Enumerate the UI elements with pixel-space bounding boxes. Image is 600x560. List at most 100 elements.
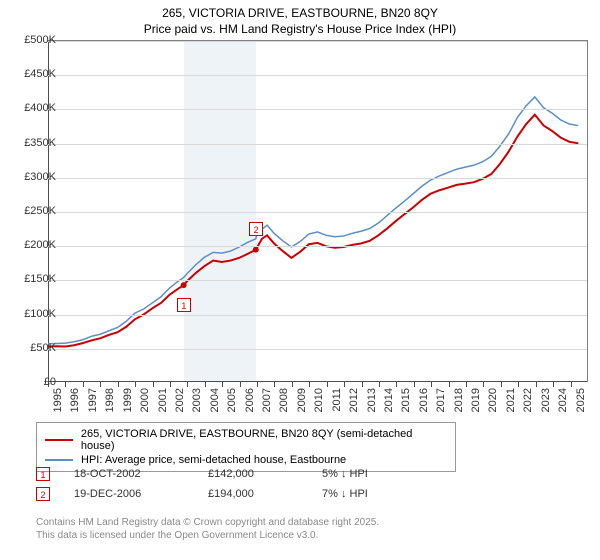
x-tick [396, 382, 397, 387]
x-tick-label: 2000 [139, 388, 151, 412]
legend-swatch [45, 459, 73, 461]
x-tick-label: 2007 [261, 388, 273, 412]
x-tick-label: 2008 [278, 388, 290, 412]
x-tick-label: 2020 [487, 388, 499, 412]
sale-diff: 5% ↓ HPI [322, 468, 402, 480]
x-tick [135, 382, 136, 387]
series-line [48, 97, 578, 344]
y-tick-label: £500K [24, 34, 56, 46]
sale-point [181, 282, 187, 288]
title-line1: 265, VICTORIA DRIVE, EASTBOURNE, BN20 8Q… [10, 6, 590, 22]
x-tick [571, 382, 572, 387]
x-tick-label: 2011 [331, 388, 343, 412]
x-tick [466, 382, 467, 387]
y-tick-label: £50K [30, 342, 56, 354]
x-tick [414, 382, 415, 387]
sale-price: £142,000 [208, 468, 298, 480]
x-tick [100, 382, 101, 387]
sales-table: 1 18-OCT-2002 £142,000 5% ↓ HPI 2 19-DEC-2006… [36, 464, 576, 504]
x-tick [187, 382, 188, 387]
x-tick-label: 2004 [209, 388, 221, 412]
x-tick-label: 2017 [435, 388, 447, 412]
sale-date: 18-OCT-2002 [74, 468, 184, 480]
x-tick [292, 382, 293, 387]
gridline-h [48, 75, 587, 76]
x-tick-label: 1995 [52, 388, 64, 412]
x-tick [257, 382, 258, 387]
gridline-h [48, 280, 587, 281]
sale-diff: 7% ↓ HPI [322, 488, 402, 500]
x-tick-label: 2024 [557, 388, 569, 412]
sale-point [253, 247, 259, 253]
x-tick [431, 382, 432, 387]
x-tick [83, 382, 84, 387]
x-tick [536, 382, 537, 387]
series-line [48, 115, 578, 347]
chart-plot-area: 12 [48, 40, 588, 382]
x-tick [65, 382, 66, 387]
sale-row: 2 19-DEC-2006 £194,000 7% ↓ HPI [36, 484, 576, 504]
x-tick [153, 382, 154, 387]
y-tick-label: £0 [44, 376, 56, 388]
x-tick-label: 1996 [69, 388, 81, 412]
x-tick-label: 2001 [157, 388, 169, 412]
x-tick-label: 1998 [104, 388, 116, 412]
x-tick [362, 382, 363, 387]
x-tick-label: 2003 [191, 388, 203, 412]
x-tick [170, 382, 171, 387]
x-tick-label: 2015 [400, 388, 412, 412]
y-tick-label: £250K [24, 205, 56, 217]
x-tick [222, 382, 223, 387]
x-tick-label: 1997 [87, 388, 99, 412]
y-tick-label: £150K [24, 273, 56, 285]
legend-swatch [45, 439, 73, 441]
x-tick-label: 2025 [575, 388, 587, 412]
x-tick-label: 2002 [174, 388, 186, 412]
x-tick-label: 2021 [505, 388, 517, 412]
copyright-notice: Contains HM Land Registry data © Crown c… [36, 516, 379, 542]
x-tick [501, 382, 502, 387]
gridline-h [48, 349, 587, 350]
sale-row-marker: 1 [36, 467, 50, 481]
x-tick [240, 382, 241, 387]
title-line2: Price paid vs. HM Land Registry's House … [10, 22, 590, 38]
x-tick [553, 382, 554, 387]
y-tick-label: £200K [24, 239, 56, 251]
sale-price: £194,000 [208, 488, 298, 500]
copyright-line2: This data is licensed under the Open Gov… [36, 529, 379, 542]
gridline-h [48, 109, 587, 110]
x-tick-label: 2005 [226, 388, 238, 412]
x-tick [518, 382, 519, 387]
gridline-h [48, 315, 587, 316]
gridline-h [48, 144, 587, 145]
x-tick-label: 2018 [453, 388, 465, 412]
x-tick-label: 2023 [540, 388, 552, 412]
sale-row-marker: 2 [36, 487, 50, 501]
gridline-h [48, 246, 587, 247]
gridline-h [48, 41, 587, 42]
sale-marker-2: 2 [249, 222, 263, 236]
y-tick-label: £400K [24, 102, 56, 114]
x-tick [118, 382, 119, 387]
sale-date: 19-DEC-2006 [74, 488, 184, 500]
x-tick [274, 382, 275, 387]
x-tick-label: 2016 [418, 388, 430, 412]
x-tick-label: 2012 [348, 388, 360, 412]
sale-row: 1 18-OCT-2002 £142,000 5% ↓ HPI [36, 464, 576, 484]
x-tick-label: 2009 [296, 388, 308, 412]
sale-marker-1: 1 [177, 298, 191, 312]
chart-title: 265, VICTORIA DRIVE, EASTBOURNE, BN20 8Q… [0, 0, 600, 39]
x-tick-label: 2022 [522, 388, 534, 412]
x-tick [327, 382, 328, 387]
x-tick-label: 2019 [470, 388, 482, 412]
y-tick-label: £300K [24, 171, 56, 183]
x-tick-label: 2014 [383, 388, 395, 412]
y-tick-label: £350K [24, 137, 56, 149]
y-tick-label: £100K [24, 308, 56, 320]
copyright-line1: Contains HM Land Registry data © Crown c… [36, 516, 379, 529]
x-tick [205, 382, 206, 387]
y-tick-label: £450K [24, 68, 56, 80]
gridline-h [48, 178, 587, 179]
x-tick [449, 382, 450, 387]
legend-item: 265, VICTORIA DRIVE, EASTBOURNE, BN20 8Q… [45, 427, 447, 453]
